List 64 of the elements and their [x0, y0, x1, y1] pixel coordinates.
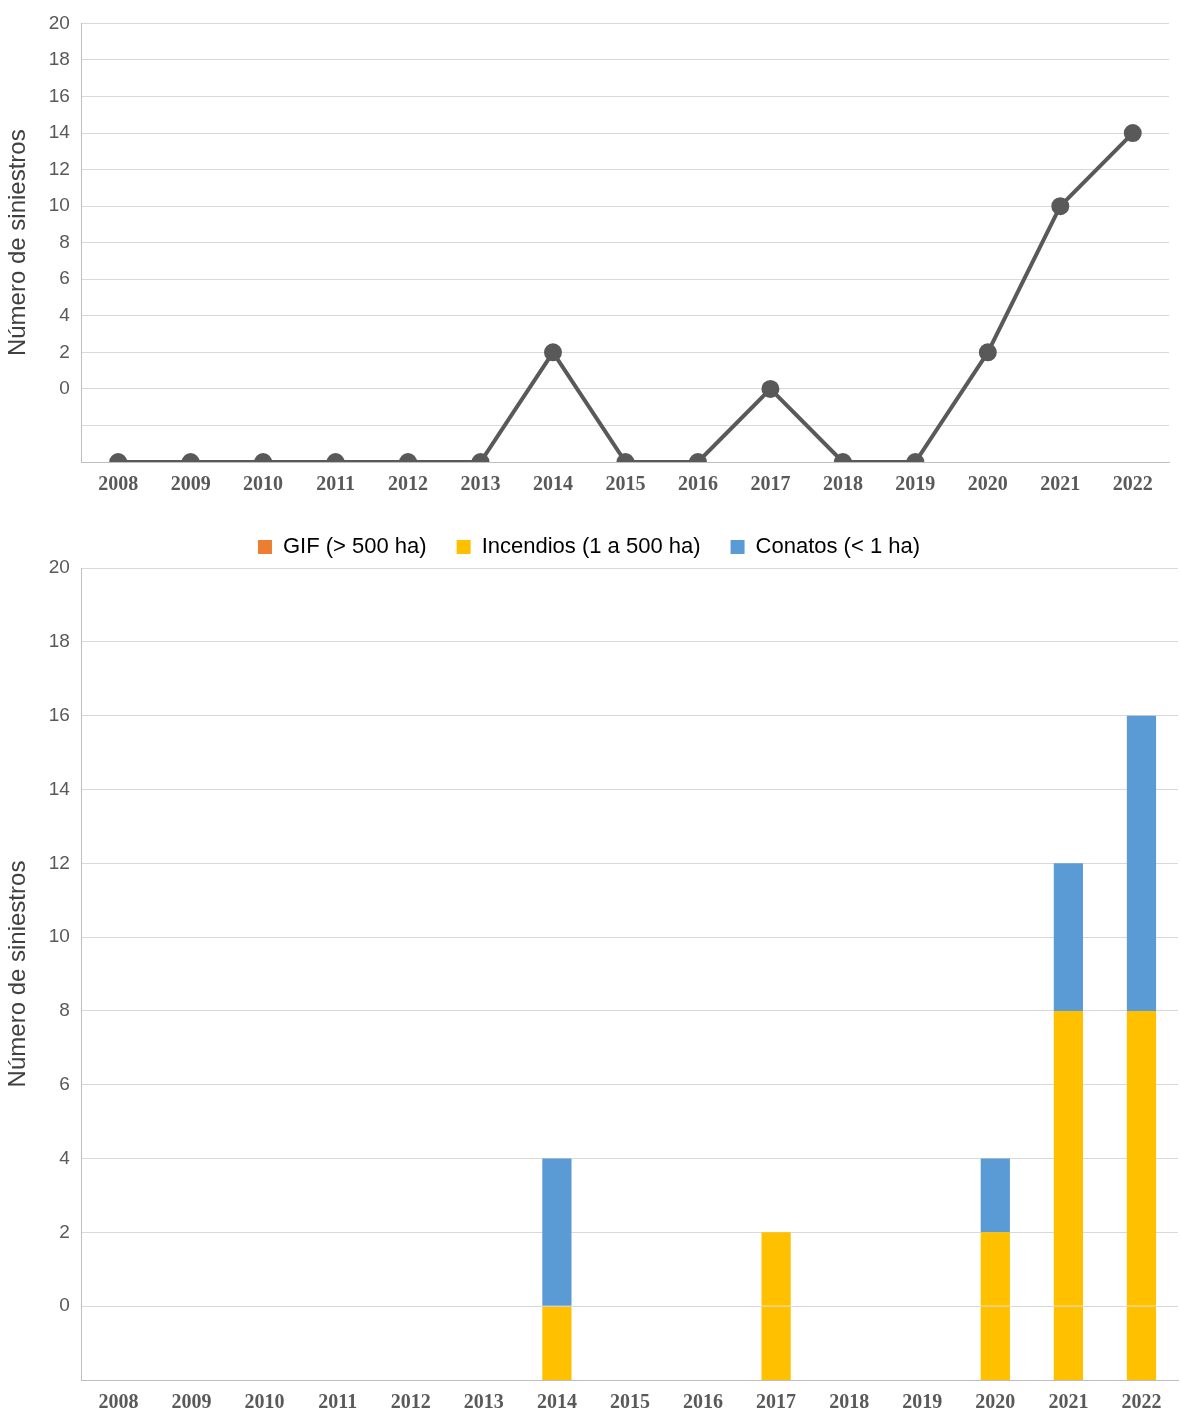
x-tick-label: 2022 — [1112, 472, 1153, 495]
y-tick-label: 18 — [48, 48, 70, 70]
legend-label: Conatos (< 1 ha) — [755, 533, 921, 559]
x-tick-label: 2012 — [390, 1390, 431, 1413]
y-tick-label: 12 — [48, 851, 70, 873]
y-tick-label: 2 — [59, 340, 70, 362]
x-tick-label: 2017 — [756, 1390, 797, 1413]
x-tick-label: 2016 — [683, 1390, 724, 1413]
x-tick-label: 2015 — [609, 1390, 650, 1413]
x-tick-label: 2010 — [243, 472, 284, 495]
x-tick-label: 2018 — [829, 1390, 870, 1413]
y-tick-label: 16 — [48, 703, 70, 725]
point — [1051, 197, 1070, 216]
y-tick-label: 20 — [48, 11, 70, 33]
x-tick-label: 2019 — [895, 472, 936, 495]
x-tick-label: 2011 — [318, 1390, 358, 1413]
bar — [1053, 863, 1084, 1011]
x-tick-label: 2009 — [171, 1390, 212, 1413]
y-tick-label: 14 — [48, 777, 71, 799]
y-tick-label: 0 — [59, 377, 70, 399]
x-tick-label: 2013 — [460, 472, 501, 495]
x-tick-label: 2020 — [975, 1390, 1016, 1413]
x-tick-label: 2012 — [388, 472, 429, 495]
y-tick-label: 4 — [59, 304, 71, 326]
y-tick-label: 6 — [59, 267, 70, 289]
y-tick-label: 8 — [59, 999, 70, 1021]
x-tick-label: 2015 — [605, 472, 646, 495]
x-tick-label: 2014 — [536, 1390, 577, 1413]
bar — [542, 1306, 572, 1380]
y-tick-label: 6 — [59, 1072, 70, 1094]
legend-label: GIF (> 500 ha) — [282, 533, 427, 559]
y-tick-label: 10 — [48, 194, 70, 216]
point — [1123, 124, 1142, 143]
y-axis-title: Número de siniestros — [3, 129, 31, 357]
y-tick-label: 12 — [48, 157, 70, 179]
x-tick-label: 2013 — [463, 1390, 504, 1413]
y-tick-label: 16 — [48, 84, 70, 106]
y-tick-label: 20 — [48, 556, 70, 578]
y-tick-label: 10 — [48, 925, 70, 947]
y-tick-label: 0 — [59, 1294, 70, 1316]
x-tick-label: 2021 — [1048, 1390, 1089, 1413]
y-tick-label: 2 — [59, 1220, 70, 1242]
x-tick-label: 2011 — [316, 472, 356, 495]
x-tick-label: 2016 — [677, 472, 718, 495]
x-tick-label: 2010 — [244, 1390, 285, 1413]
x-tick-label: 2022 — [1121, 1390, 1162, 1413]
x-tick-label: 2021 — [1040, 472, 1081, 495]
x-tick-label: 2020 — [967, 472, 1008, 495]
y-tick-label: 18 — [48, 630, 70, 652]
y-tick-label: 4 — [59, 1146, 71, 1168]
x-tick-label: 2014 — [533, 472, 573, 495]
x-tick-label: 2008 — [98, 1390, 139, 1413]
x-tick-label: 2017 — [750, 472, 791, 495]
bar — [980, 1158, 1010, 1233]
y-axis-title: Número de siniestros — [3, 860, 31, 1088]
y-tick-label: 14 — [48, 121, 71, 143]
bar — [542, 1158, 572, 1306]
bar — [1126, 715, 1157, 1011]
x-tick-label: 2018 — [822, 472, 863, 495]
y-tick-label: 8 — [59, 230, 70, 252]
x-tick-label: 2008 — [98, 472, 139, 495]
legend-label: Incendios (1 a 500 ha) — [481, 533, 701, 559]
x-tick-label: 2019 — [902, 1390, 943, 1413]
x-tick-label: 2009 — [170, 472, 211, 495]
